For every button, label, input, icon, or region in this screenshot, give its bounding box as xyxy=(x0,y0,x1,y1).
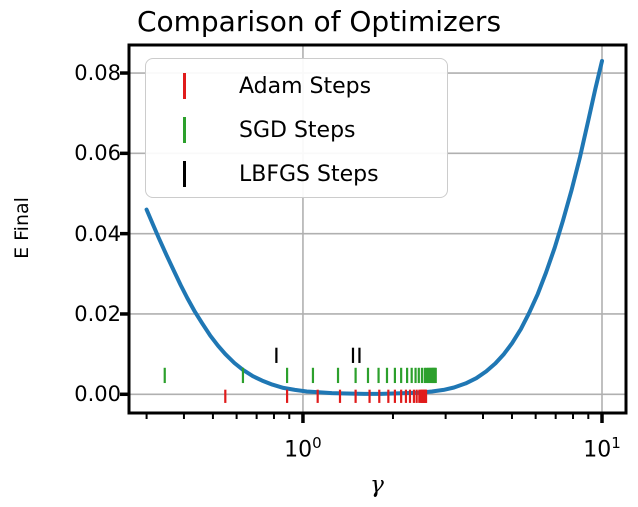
x-axis-label: γ xyxy=(370,472,384,498)
y-tick-label: 0.06 xyxy=(74,141,121,166)
chart-title: Comparison of Optimizers xyxy=(136,5,502,38)
legend-label: SGD Steps xyxy=(239,117,356,143)
legend-row: SGD Steps xyxy=(146,108,447,152)
legend-row: LBFGS Steps xyxy=(146,152,447,196)
legend-label: Adam Steps xyxy=(239,73,372,99)
legend-tick-marker-icon xyxy=(183,161,186,187)
curve-E_final_curve xyxy=(144,59,604,396)
legend-rows: Adam Steps SGD Steps LBFGS Steps xyxy=(146,64,447,196)
legend-tick-marker-icon xyxy=(183,117,186,143)
y-tick-label: 0.00 xyxy=(74,382,121,407)
legend: Adam Steps SGD Steps LBFGS Steps xyxy=(145,58,448,198)
x-tick-exponent: 0 xyxy=(312,434,322,452)
y-tick-label: 0.08 xyxy=(74,61,121,86)
x-tick-label: 100 xyxy=(284,430,322,463)
x-tick-base: 10 xyxy=(284,437,313,463)
legend-label: LBFGS Steps xyxy=(239,161,379,187)
x-tick-label: 101 xyxy=(583,430,621,463)
x-tick-base: 10 xyxy=(583,437,612,463)
y-tick-label: 0.02 xyxy=(74,301,121,326)
legend-tick-marker-icon xyxy=(183,73,186,99)
y-tick-label: 0.04 xyxy=(74,221,121,246)
axes-spines xyxy=(127,43,628,415)
legend-row: Adam Steps xyxy=(146,64,447,108)
x-tick-exponent: 1 xyxy=(611,434,621,452)
